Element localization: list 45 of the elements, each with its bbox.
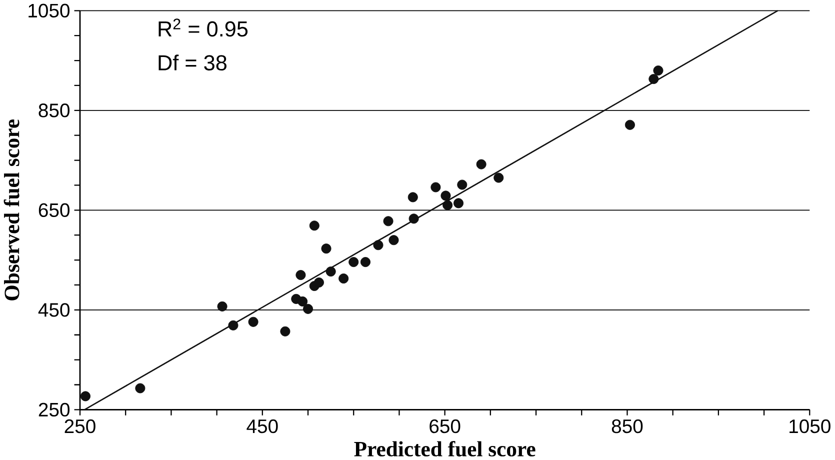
x-tick-label: 650 xyxy=(430,419,460,434)
point xyxy=(624,120,635,130)
y-tick-label: 1050 xyxy=(28,4,70,18)
point xyxy=(408,192,418,202)
point xyxy=(296,270,306,280)
point xyxy=(348,256,359,267)
point xyxy=(326,266,336,276)
point xyxy=(648,74,659,84)
point xyxy=(430,182,441,192)
point xyxy=(135,383,146,394)
point xyxy=(388,234,399,245)
x-axis-title: Predicted fuel score xyxy=(354,440,536,456)
point xyxy=(298,296,308,306)
annotation: Df = 38 xyxy=(158,54,226,70)
y-tick-label: 850 xyxy=(38,103,70,118)
point xyxy=(338,273,349,284)
y-tick-label: 650 xyxy=(38,203,70,217)
point xyxy=(383,216,394,226)
y-tick-label: 250 xyxy=(38,402,70,416)
point xyxy=(217,301,228,312)
annotation: R$^{2}$ = 0.95 xyxy=(158,18,248,36)
point xyxy=(248,316,258,327)
point xyxy=(440,190,451,201)
x-tick-label: 250 xyxy=(64,419,96,434)
point xyxy=(442,200,453,210)
point xyxy=(408,213,419,224)
point xyxy=(80,391,90,402)
point xyxy=(373,240,384,250)
point xyxy=(494,172,504,183)
point xyxy=(309,220,320,231)
x-tick-label: 850 xyxy=(612,419,643,434)
point xyxy=(280,326,290,336)
point xyxy=(302,304,314,314)
y-axis-title: Observed fuel score xyxy=(4,119,20,300)
point xyxy=(653,65,664,76)
x-tick-label: 450 xyxy=(246,419,278,434)
point xyxy=(476,159,486,170)
x-tick-label: 1050 xyxy=(790,419,830,434)
point xyxy=(314,277,324,288)
y-tick-label: 450 xyxy=(38,302,70,317)
point xyxy=(457,180,468,190)
point xyxy=(321,243,332,254)
point xyxy=(453,198,464,208)
point xyxy=(360,256,370,267)
point xyxy=(228,320,238,330)
